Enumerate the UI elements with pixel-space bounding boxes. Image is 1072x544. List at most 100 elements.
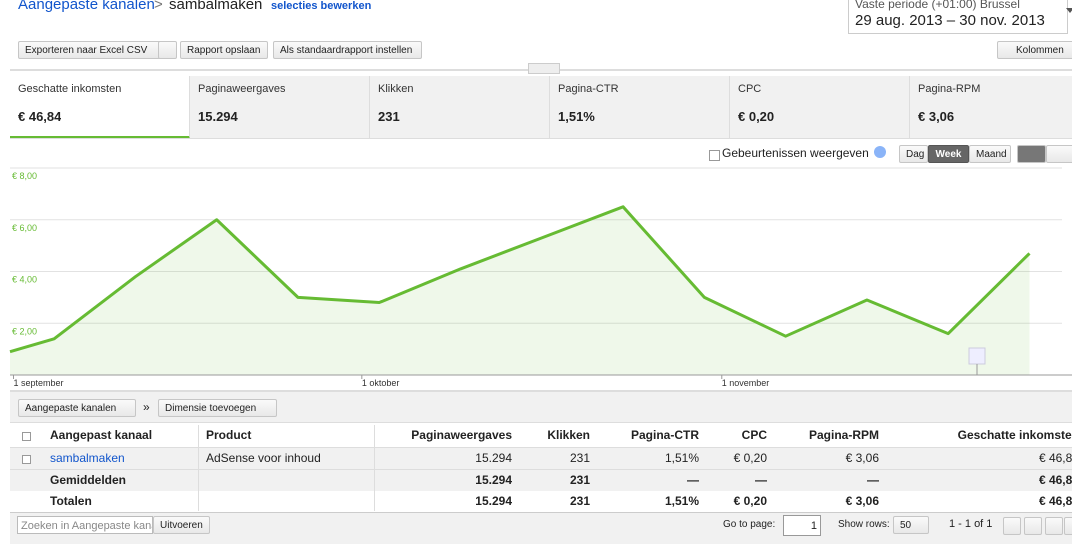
table-cell: 15.294 [475,473,512,487]
toolbar-button[interactable]: Als standaardrapport instellen [273,41,422,59]
breadcrumb-parent[interactable]: Aangepaste kanalen [18,0,155,13]
metric-label: CPC [738,83,762,95]
chart-border [10,138,1072,139]
pager-button[interactable] [1045,517,1063,535]
column-header[interactable]: Klikken [547,428,590,442]
dimension-button[interactable]: Aangepaste kanalen [18,399,136,417]
metric-tab[interactable]: Paginaweergaves 15.294 [190,76,370,138]
x-tick-label: 1 oktober [362,378,400,388]
search-button[interactable]: Uitvoeren [153,516,210,534]
metric-tab[interactable]: Pagina-RPM € 3,06 [910,76,1072,138]
column-header[interactable]: Geschatte inkomsten [957,428,1072,442]
column-divider [374,425,375,511]
table-cell: 15.294 [475,494,512,508]
x-tick-label: 1 november [722,378,770,388]
metric-tab[interactable]: Pagina-CTR 1,51% [550,76,730,138]
table-chart-toggle[interactable] [1046,145,1072,163]
table-cell: € 3,06 [845,494,879,508]
granularity-button[interactable]: Maand [969,145,1011,163]
table-cell: Gemiddelden [50,473,127,487]
export-dropdown[interactable] [158,41,177,59]
table-cell: € 46,84 [1038,494,1072,508]
metric-tab[interactable]: Klikken 231 [370,76,550,138]
toolbar-button[interactable]: Exporteren naar Excel CSV [18,41,176,59]
metric-tab[interactable]: CPC € 0,20 [730,76,910,138]
y-tick-label: € 2,00 [12,326,37,336]
select-all-checkbox[interactable] [22,432,31,441]
table-cell: — [687,473,699,487]
events-label[interactable]: Gebeurtenissen weergeven [722,146,869,160]
table-cell: 231 [569,451,590,465]
date-dropdown-arrow[interactable] [1066,8,1072,13]
granularity-button[interactable]: Dag [899,145,928,163]
y-tick-label: € 8,00 [12,171,37,181]
breadcrumb-separator: > [154,0,163,13]
x-tick-label: 1 september [13,378,63,388]
dimension-separator: » [143,400,150,414]
table-cell: 1,51% [664,494,699,508]
page-input[interactable]: 1 [783,515,821,536]
granularity-button[interactable]: Week [928,145,969,163]
column-header[interactable]: Pagina-RPM [808,428,879,442]
table-cell: 1,51% [664,451,699,465]
column-header[interactable]: Aangepast kanaal [50,428,153,442]
table-cell: AdSense voor inhoud [206,451,321,465]
metric-value: 1,51% [558,109,595,124]
breadcrumb-current: sambalmaken [169,0,263,13]
metric-value: 15.294 [198,109,238,124]
y-tick-label: € 4,00 [12,275,37,285]
area [10,206,1030,375]
pager-button[interactable] [1024,517,1042,535]
show-rows-label: Show rows: [838,519,890,530]
add-dimension-button[interactable]: Dimensie toevoegen [158,399,277,417]
edit-selection-link[interactable]: selecties bewerken [271,0,372,12]
channel-link[interactable]: sambalmaken [50,451,125,465]
rows-select[interactable]: 50 [893,516,929,534]
metric-label: Paginaweergaves [198,83,286,95]
column-header[interactable]: CPC [741,428,767,442]
table-cell: 231 [569,494,590,508]
column-header[interactable]: Pagina-CTR [630,428,699,442]
pager-button[interactable] [1003,517,1021,535]
table-cell: 231 [569,473,590,487]
table-cell: € 46,84 [1038,451,1072,465]
y-tick-label: € 6,00 [12,223,37,233]
columns-button[interactable]: Kolommen [997,41,1072,59]
column-header[interactable]: Product [206,428,252,442]
search-input[interactable]: Zoeken in Aangepaste kanalen [17,516,153,534]
toolbar-button[interactable]: Rapport opslaan [180,41,268,59]
row-bg [10,447,1072,470]
metric-value: € 0,20 [738,109,775,124]
metric-value: 231 [378,109,400,124]
help-icon[interactable] [874,146,886,158]
column-header[interactable]: Paginaweergaves [411,428,512,442]
table-cell: € 3,06 [845,451,879,465]
pager-button[interactable] [1064,517,1072,535]
line [9,205,1031,354]
table-cell: € 0,20 [733,451,767,465]
table-cell: 15.294 [475,451,512,465]
table-cell: € 46,84 [1038,473,1072,487]
table-cell: — [755,473,767,487]
events-checkbox[interactable] [709,150,720,161]
annotation-add[interactable] [968,347,986,365]
table-cell: — [867,473,879,487]
table-cell: Totalen [50,494,92,508]
go-to-label: Go to page: [723,519,776,530]
period-range: 29 aug. 2013 – 30 nov. 2013 [855,12,1045,29]
metric-value: € 46,84 [18,109,62,124]
line-chart-toggle[interactable] [1017,145,1046,163]
row-bg [10,469,1072,491]
metric-label: Klikken [378,83,414,95]
table-cell: € 0,20 [733,494,767,508]
metric-label: Geschatte inkomsten [18,83,122,95]
metric-tab[interactable]: Geschatte inkomsten € 46,84 [10,76,190,139]
metric-label: Pagina-CTR [558,83,619,95]
column-divider [198,425,199,511]
collapse-handle[interactable] [528,63,560,74]
date-picker[interactable]: Vaste periode (+01:00) Brussel 29 aug. 20… [848,0,1068,34]
row-checkbox[interactable] [22,455,31,464]
range-label: 1 - 1 of 1 [949,518,993,530]
period-label: Vaste periode (+01:00) Brussel [855,0,1020,11]
